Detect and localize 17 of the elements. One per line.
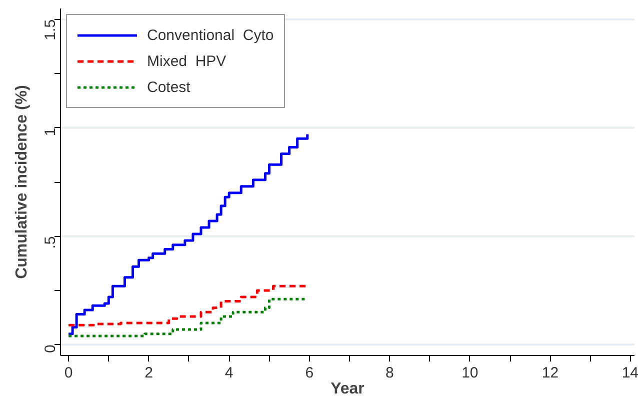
x-tick-label: 0 (64, 364, 73, 382)
x-tick-label: 14 (622, 364, 638, 382)
x-tick-label: 8 (385, 364, 394, 382)
y-tick-label: 1.5 (42, 19, 59, 40)
x-tick-label: 10 (462, 364, 478, 382)
y-axis-title: Cumulative incidence (%) (14, 85, 30, 279)
legend-label: Cotest (147, 78, 190, 96)
legend-label: Mixed HPV (147, 52, 226, 70)
x-tick-label: 4 (224, 364, 234, 382)
y-tick-label: 0 (42, 344, 59, 353)
x-axis-title: Year (330, 380, 364, 398)
y-tick-label: .5 (42, 236, 59, 249)
x-tick-label: 2 (144, 364, 153, 382)
x-tick-label: 6 (305, 364, 314, 382)
y-tick-label: 1 (42, 128, 59, 136)
x-tick-label: 12 (542, 364, 559, 382)
legend-label: Conventional Cyto (147, 26, 274, 44)
